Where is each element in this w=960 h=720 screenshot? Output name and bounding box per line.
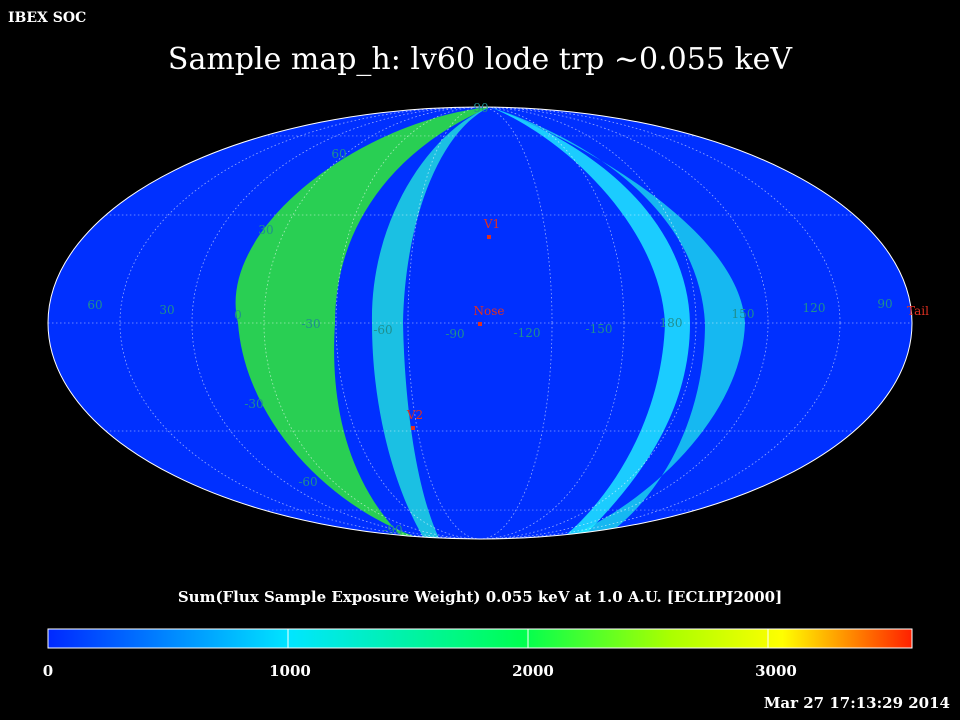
lon-label: 30 [159, 303, 174, 317]
markers: V1 Nose V2 Tail [406, 217, 929, 430]
colorbar-tick-label: 0 [42, 662, 54, 680]
lon-label: 150 [732, 307, 755, 321]
lon-label: -120 [514, 326, 541, 340]
lon-label: -30 [301, 317, 320, 331]
colorbar [47, 628, 913, 649]
marker-label: V1 [483, 217, 500, 231]
colorbar-title: Sum(Flux Sample Exposure Weight) 0.055 k… [177, 588, 783, 606]
marker-label: Tail [907, 304, 929, 318]
lat-label: -30 [244, 397, 263, 411]
org-label: IBEX SOC [8, 10, 87, 26]
colorbar-gradient [47, 628, 913, 649]
colorbar-tick-label: 2000 [512, 662, 554, 680]
marker-label: V2 [406, 408, 423, 422]
map-border [47, 106, 913, 540]
graticule [48, 107, 912, 539]
colorbar-tick-label: 1000 [269, 662, 311, 680]
right-band-inner [490, 107, 690, 539]
marker-v1 [487, 235, 491, 239]
colorbar-ticks [47, 629, 769, 648]
lon-label: 60 [87, 298, 102, 312]
lat-label: -90 [383, 523, 402, 537]
colorbar-tick-label: 3000 [755, 662, 797, 680]
lon-label: 90 [877, 297, 892, 311]
lon-label: 0 [234, 308, 242, 322]
chart-title: Sample map_h: lv60 lode trp ~0.055 keV [167, 42, 793, 77]
marker-label: Nose [474, 304, 505, 318]
lon-label: -150 [586, 322, 613, 336]
lon-label: -90 [445, 327, 464, 341]
lon-label: 120 [803, 301, 826, 315]
latitude-labels: 90 60 30 -30 -60 -90 [244, 101, 488, 537]
lat-label: 60 [331, 147, 346, 161]
longitude-labels: 60 30 0 -30 -60 -90 -120 -150 180 150 12… [87, 297, 892, 341]
lat-label: 30 [258, 223, 273, 237]
lat-label: -60 [298, 475, 317, 489]
lat-label: 90 [473, 101, 488, 115]
marker-nose [478, 322, 482, 326]
left-band [235, 107, 490, 539]
lon-label: -60 [373, 323, 392, 337]
marker-v2 [411, 426, 415, 430]
left-band-edge [371, 107, 490, 539]
lon-label: 180 [660, 316, 683, 330]
timestamp: Mar 27 17:13:29 2014 [763, 694, 950, 712]
